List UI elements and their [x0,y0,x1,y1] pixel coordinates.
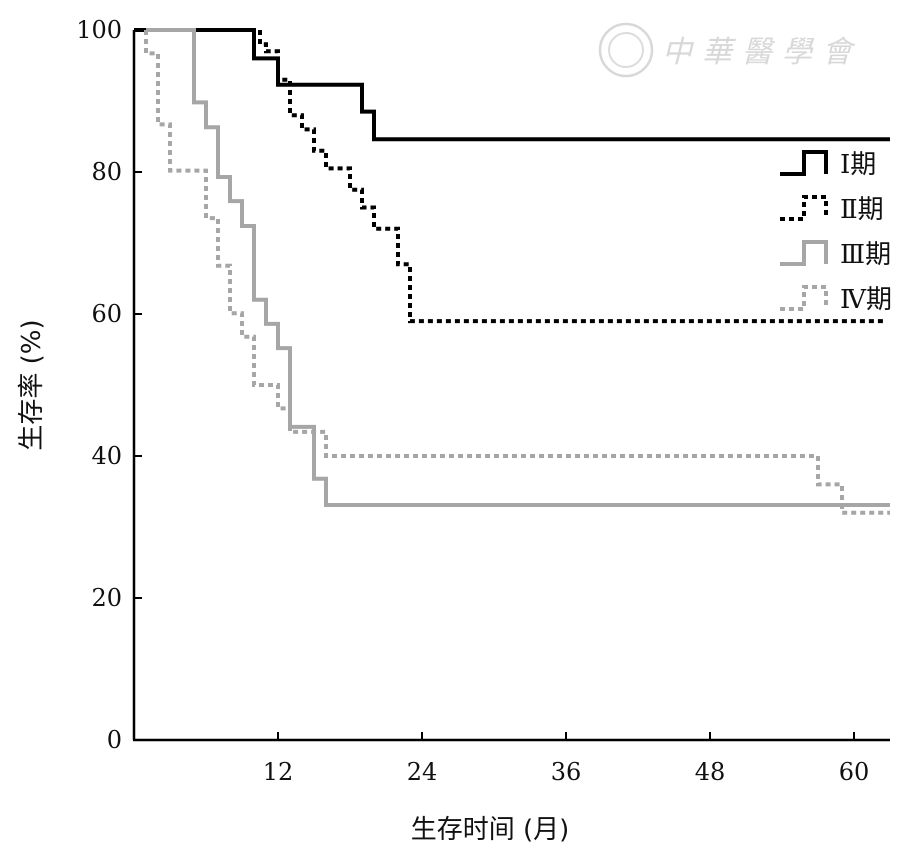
watermark-seal-icon [598,22,654,78]
y-axis-title: 生存率 (%) [17,319,47,450]
x-axis-title: 生存时间 (月) [411,815,570,845]
watermark: 中華醫學會 [598,22,862,78]
series-line-2 [134,28,884,324]
series-lines [134,28,890,515]
legend-swatch-4 [780,285,828,311]
x-ticks: 12 24 36 48 60 [263,732,870,786]
legend-swatch-2 [780,195,828,221]
y-ticks: 0 20 40 60 80 100 [76,16,142,754]
legend-label-3: Ⅲ期 [840,240,891,270]
y-tick-label: 40 [91,442,122,470]
watermark-seal-inner-icon [608,32,644,68]
series-line-3 [146,28,890,507]
x-tick-label: 24 [407,758,438,786]
x-tick-label: 36 [551,758,582,786]
x-tick-label: 60 [839,758,870,786]
x-tick-label: 12 [263,758,294,786]
y-tick-label: 60 [91,300,122,328]
legend-label-2: Ⅱ期 [840,195,884,225]
series-line-1 [134,28,890,142]
y-tick-label: 20 [91,584,122,612]
y-tick-label: 100 [76,16,122,44]
legend-swatch-3 [780,240,828,266]
legend: Ⅰ期 Ⅱ期 Ⅲ期 Ⅳ期 [780,150,892,315]
legend-label-1: Ⅰ期 [840,150,876,180]
y-tick-label: 0 [107,726,122,754]
watermark-text: 中華醫學會 [662,35,862,70]
legend-swatch-1 [780,150,828,176]
legend-label-4: Ⅳ期 [840,285,892,315]
series-line-4 [144,30,890,515]
x-tick-label: 48 [695,758,726,786]
y-tick-label: 80 [91,158,122,186]
